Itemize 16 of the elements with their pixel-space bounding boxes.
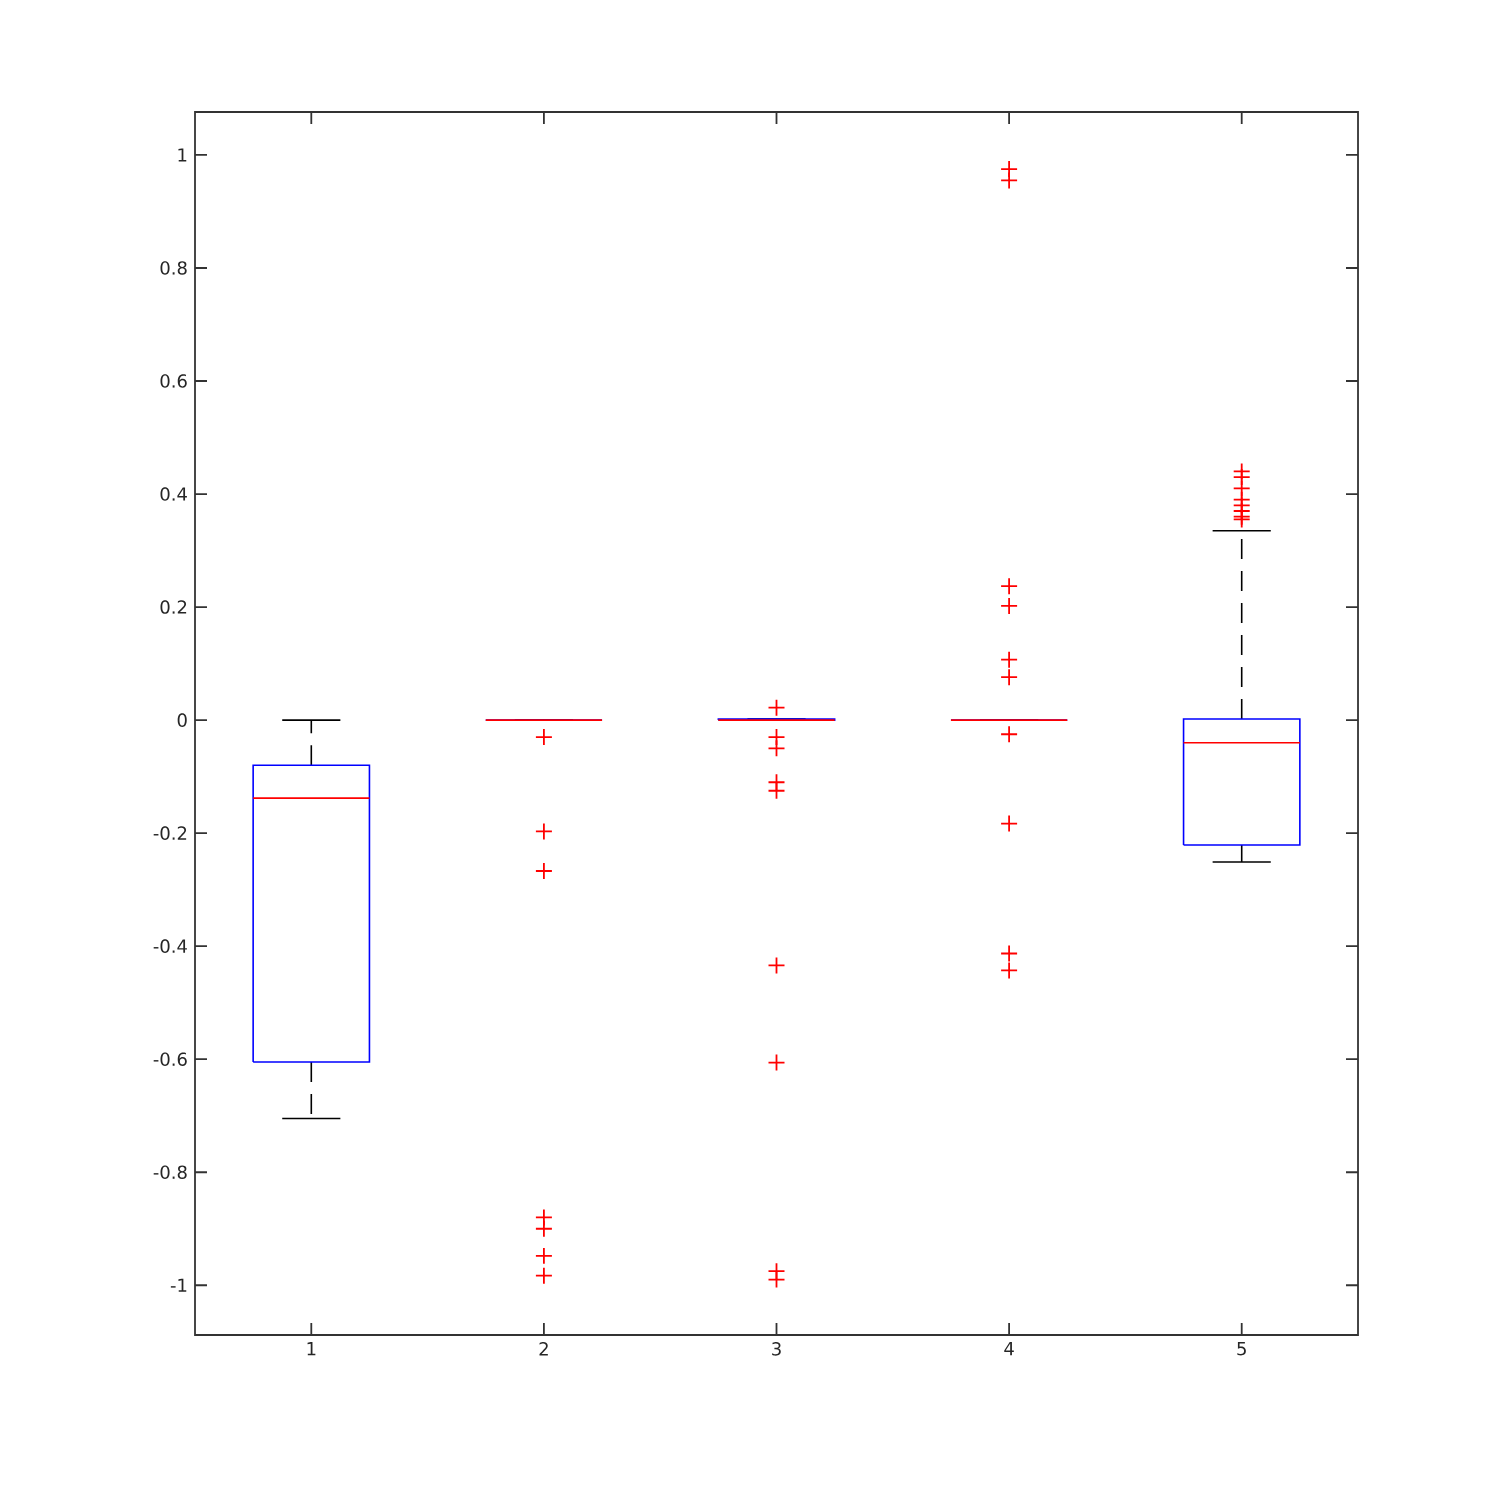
y-tick-label: -0.4	[153, 939, 187, 953]
y-tick-label: -1	[170, 1278, 187, 1292]
y-tick-label: 0.2	[160, 600, 187, 614]
y-tick-label: -0.6	[153, 1052, 187, 1066]
x-tick-label: 4	[1004, 1342, 1014, 1356]
y-tick-label: 0.8	[160, 261, 187, 275]
y-tick-label: 0.6	[160, 374, 187, 388]
y-tick-label: 0	[177, 713, 187, 727]
y-tick-label: -0.8	[153, 1165, 187, 1180]
x-tick-label: 5	[1237, 1342, 1246, 1356]
x-tick-label: 2	[539, 1342, 548, 1356]
y-tick-label: -0.2	[153, 826, 187, 840]
x-tick-label: 1	[307, 1342, 316, 1356]
x-tick-label: 3	[772, 1342, 781, 1356]
y-tick-label: 1	[178, 148, 187, 162]
y-tick-label: 0.4	[160, 487, 187, 501]
